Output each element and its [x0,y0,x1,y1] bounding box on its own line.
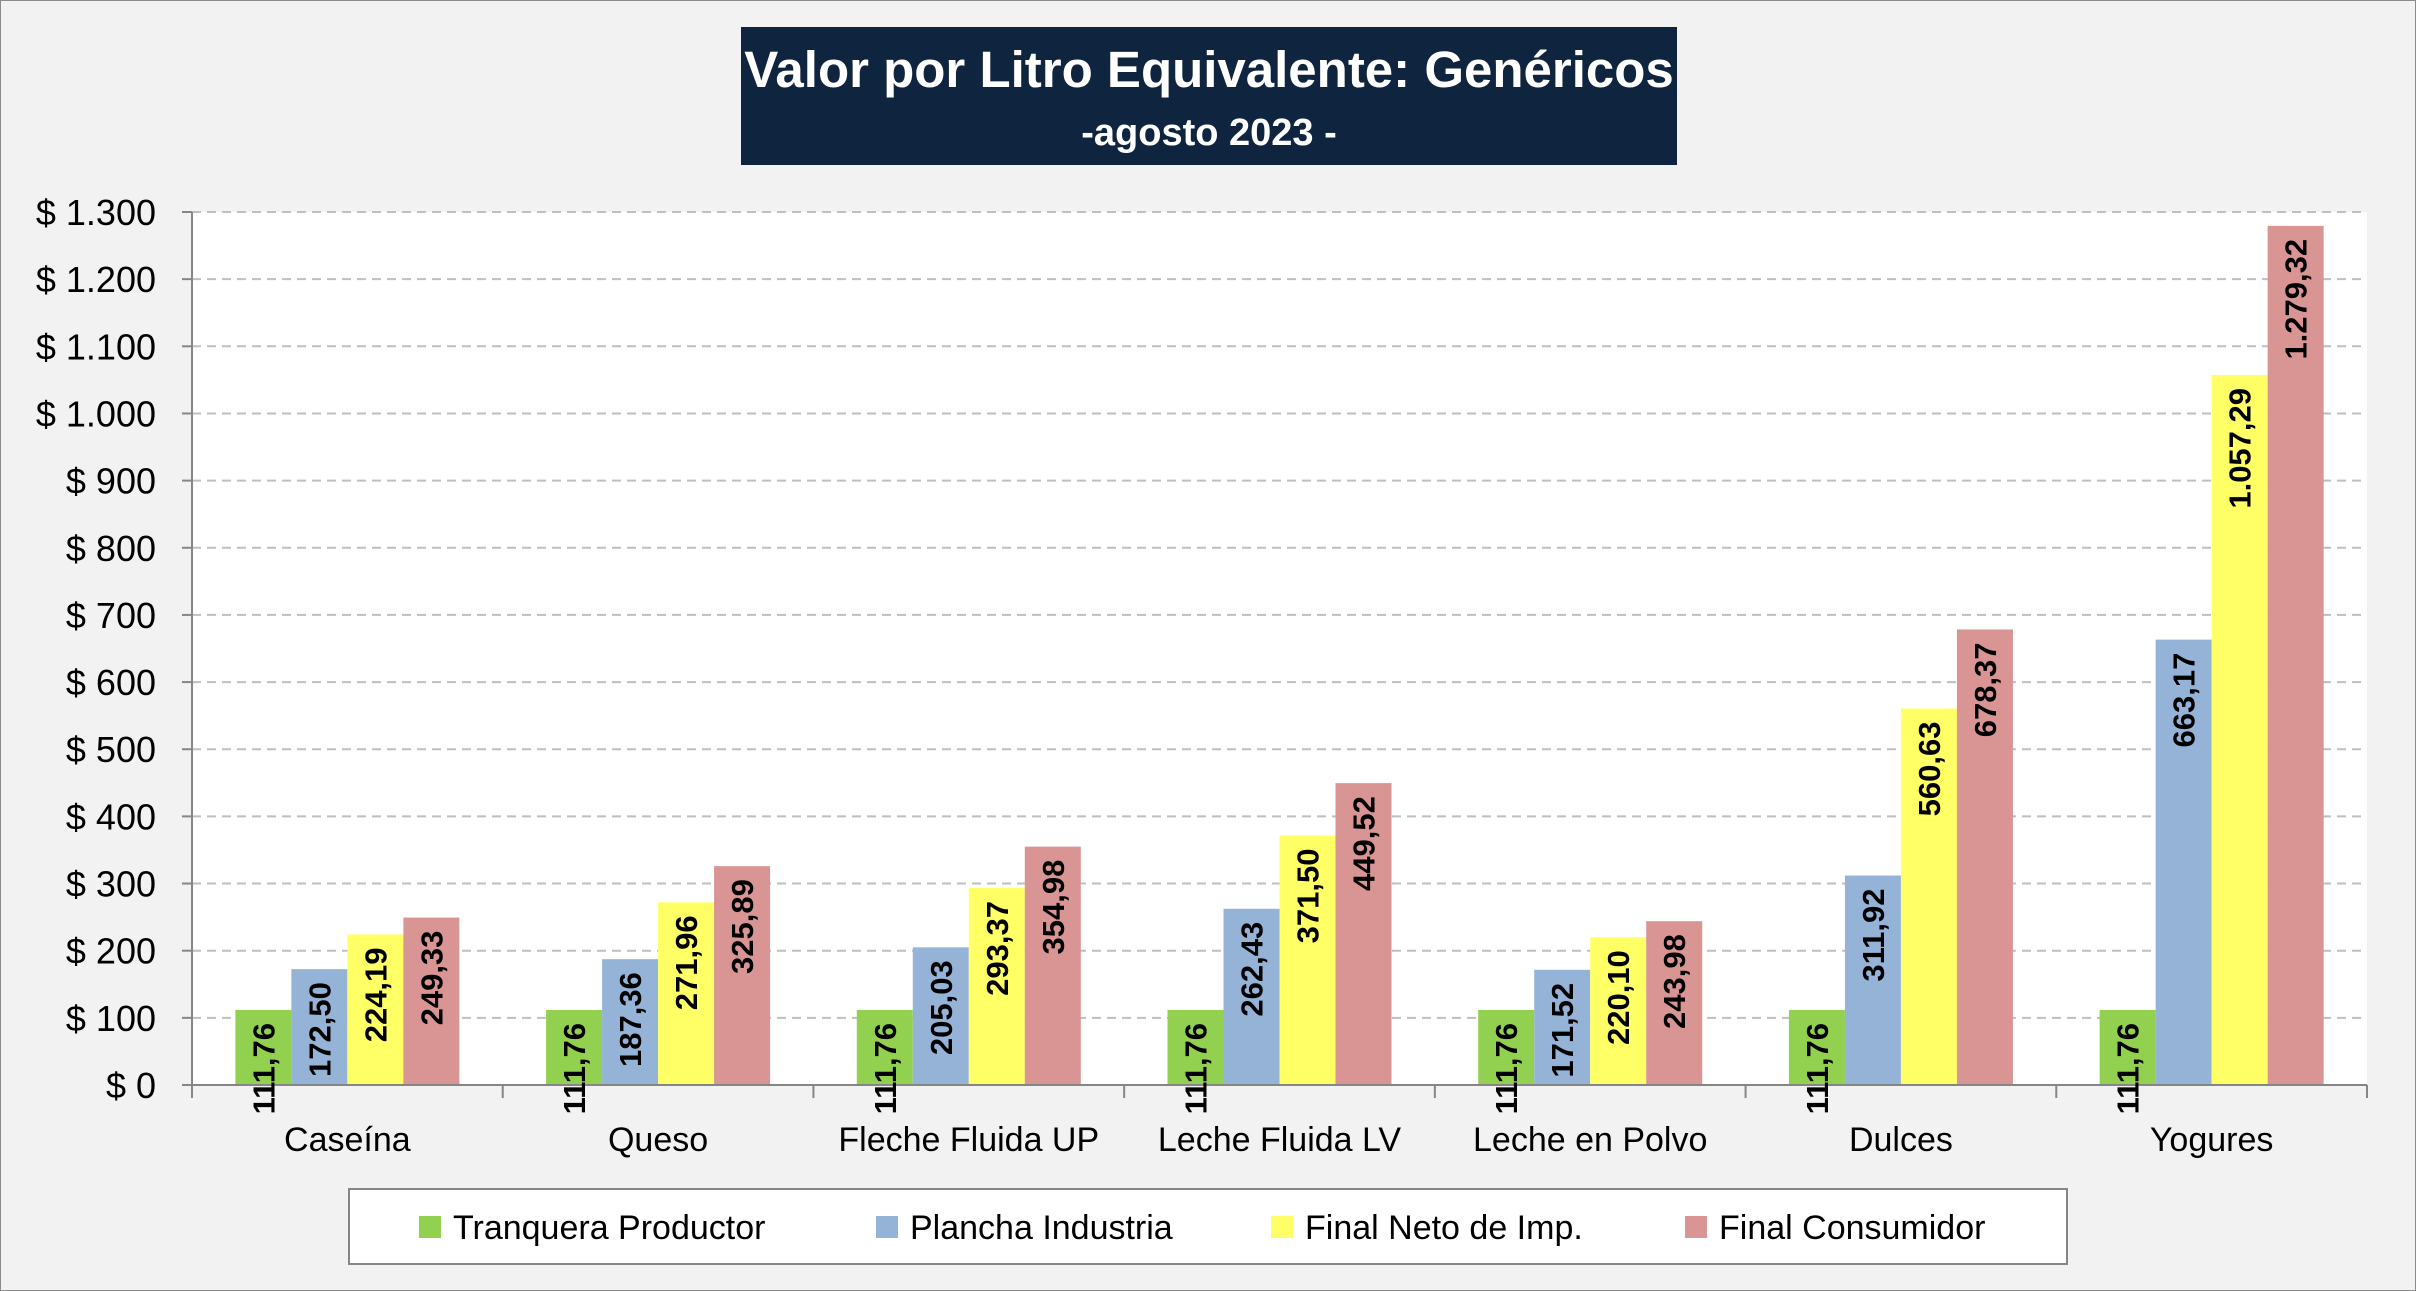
y-tick-label: $ 1.300 [36,192,156,233]
legend-label: Final Neto de Imp. [1305,1209,1583,1247]
legend: Tranquera Productor Plancha Industria Fina… [419,1209,1985,1247]
chart-subtitle: -agosto 2023 - [1081,112,1337,154]
x-axis-labels: Caseína Queso Fleche Fluida UP Leche Fluida… [284,1121,2273,1159]
data-label: 220,10 [1601,950,1636,1045]
data-label: 224,19 [358,947,393,1042]
data-label: 449,52 [1347,796,1382,891]
bar-2-4 [1223,908,1280,1085]
y-tick-label: $ 700 [66,595,156,636]
bar-1-2 [546,1009,603,1085]
bar-1-5 [1478,1009,1535,1085]
bar-4-6 [1956,629,2013,1085]
y-tick-label: $ 800 [66,528,156,569]
data-label: 1.279,32 [2279,239,2314,360]
data-label: 111,76 [1179,1023,1214,1114]
y-tick-label: $ 0 [106,1065,156,1106]
bar-3-3 [968,887,1025,1085]
data-label: 354,98 [1036,860,1071,955]
x-category-label: Yogures [2150,1121,2274,1159]
bar-2-2 [602,959,659,1085]
data-label: 111,76 [557,1023,592,1114]
data-label: 172,50 [302,982,337,1077]
data-label: 171,52 [1545,983,1580,1078]
data-label: 293,37 [980,901,1015,996]
data-label: 111,76 [868,1023,903,1114]
bar-4-4 [1335,783,1392,1085]
legend-swatch [1271,1216,1293,1238]
title-box [741,27,1677,165]
bar-2-7 [2155,639,2212,1085]
data-label: 1.057,29 [2223,388,2258,509]
legend-box [348,1188,2068,1265]
data-label: 243,98 [1657,934,1692,1029]
x-category-label: Dulces [1849,1121,1953,1159]
legend-label: Plancha Industria [910,1209,1173,1247]
y-tick-label: $ 100 [66,998,156,1039]
legend-swatch [419,1216,441,1238]
y-tick-label: $ 500 [66,729,156,770]
bar-3-2 [658,902,715,1085]
data-label: 111,76 [1800,1023,1835,1114]
bar-4-2 [714,866,771,1085]
bar-1-3 [856,1009,913,1085]
chart-title: Valor por Litro Equivalente: Genéricos [744,41,1674,98]
data-label: 560,63 [1912,722,1947,817]
data-label: 187,36 [613,972,648,1067]
x-category-label: Caseína [284,1121,411,1159]
data-label: 371,50 [1291,849,1326,944]
data-label: 249,33 [414,931,449,1026]
y-tick-label: $ 600 [66,662,156,703]
data-label: 663,17 [2167,653,2202,748]
data-label: 678,37 [1968,642,2003,737]
y-tick-label: $ 1.100 [36,326,156,367]
data-labels: 111,76 172,50 224,19 249,33 111,76 187,36 271,… [246,239,2313,1114]
bar-4-3 [1024,846,1081,1085]
x-category-label: Queso [608,1121,708,1159]
bar-3-6 [1900,708,1957,1085]
bar-3-7 [2211,374,2268,1085]
legend-swatch [1685,1216,1707,1238]
y-tick-label: $ 400 [66,796,156,837]
gridlines [192,211,2367,1019]
data-label: 262,43 [1235,922,1270,1017]
legend-swatch [876,1216,898,1238]
bars [235,225,2324,1085]
legend-label: Tranquera Productor [453,1209,765,1247]
bar-3-5 [1590,937,1647,1085]
data-label: 111,76 [1489,1023,1524,1114]
data-label: 205,03 [924,960,959,1055]
x-category-label: Leche en Polvo [1473,1121,1707,1159]
x-category-label: Fleche Fluida UP [838,1121,1099,1159]
bar-1-4 [1167,1009,1224,1085]
bar-1-1 [235,1009,292,1085]
bar-2-1 [291,969,348,1085]
y-tick-label: $ 900 [66,461,156,502]
x-category-label: Leche Fluida LV [1158,1121,1402,1159]
y-tick-label: $ 1.000 [36,393,156,434]
bar-3-4 [1279,835,1336,1085]
bar-2-5 [1534,969,1591,1085]
data-label: 311,92 [1856,889,1891,982]
bar-1-6 [1788,1009,1845,1085]
bar-4-1 [403,917,460,1085]
data-label: 325,89 [725,879,760,974]
bar-2-6 [1844,875,1901,1085]
bar-3-1 [347,934,404,1085]
y-axis-ticks: $ 0 $ 100 $ 200 $ 300 $ 400 $ 500 $ 600 $ 700 $ … [36,192,192,1106]
y-tick-label: $ 200 [66,931,156,972]
data-label: 111,76 [246,1023,281,1114]
y-tick-label: $ 300 [66,864,156,905]
y-tick-label: $ 1.200 [36,259,156,300]
data-label: 271,96 [669,915,704,1010]
bar-1-7 [2099,1009,2156,1085]
bar-4-5 [1646,921,1703,1085]
data-label: 111,76 [2111,1023,2146,1114]
axes [191,212,2368,1098]
bar-4-7 [2267,225,2324,1085]
bar-2-3 [912,947,969,1085]
legend-label: Final Consumidor [1719,1209,1985,1247]
